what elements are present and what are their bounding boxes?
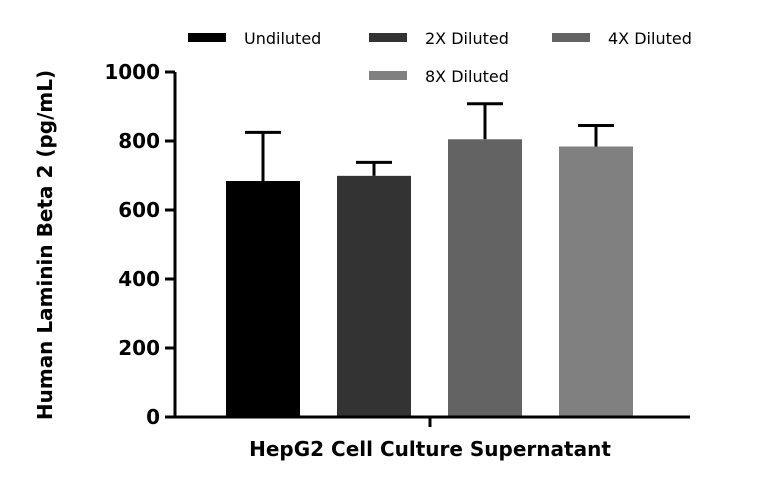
bar (226, 181, 300, 417)
axes (173, 72, 690, 427)
y-tick-label: 1000 (104, 60, 160, 84)
legend: Undiluted 2X Diluted 4X Diluted 8X Diluted (188, 29, 692, 86)
legend-label: 2X Diluted (425, 29, 509, 48)
legend-swatch (552, 33, 590, 42)
y-tick-label: 600 (118, 198, 160, 222)
y-tick-label: 400 (118, 267, 160, 291)
legend-label: Undiluted (244, 29, 321, 48)
bar (448, 139, 522, 417)
x-axis-label: HepG2 Cell Culture Supernatant (249, 437, 611, 461)
y-ticks: 0 200 400 600 800 1000 (104, 60, 175, 429)
legend-swatch (188, 33, 226, 42)
bar (559, 146, 633, 417)
legend-label: 8X Diluted (425, 67, 509, 86)
y-axis-label: Human Laminin Beta 2 (pg/mL) (33, 70, 57, 420)
y-tick-label: 800 (118, 129, 160, 153)
y-tick-label: 200 (118, 336, 160, 360)
y-tick-label: 0 (146, 405, 160, 429)
bar (337, 175, 411, 417)
legend-label: 4X Diluted (608, 29, 692, 48)
legend-swatch (369, 71, 407, 80)
bars (226, 102, 633, 417)
legend-swatch (369, 33, 407, 42)
